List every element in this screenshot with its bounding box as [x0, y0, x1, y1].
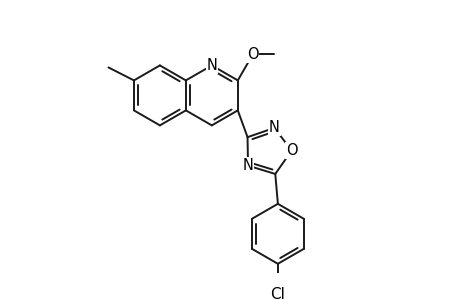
- Text: O: O: [246, 47, 258, 62]
- Text: N: N: [242, 158, 253, 173]
- Text: N: N: [269, 120, 279, 135]
- Text: O: O: [285, 143, 297, 158]
- Text: Cl: Cl: [270, 287, 285, 300]
- Text: N: N: [206, 58, 217, 73]
